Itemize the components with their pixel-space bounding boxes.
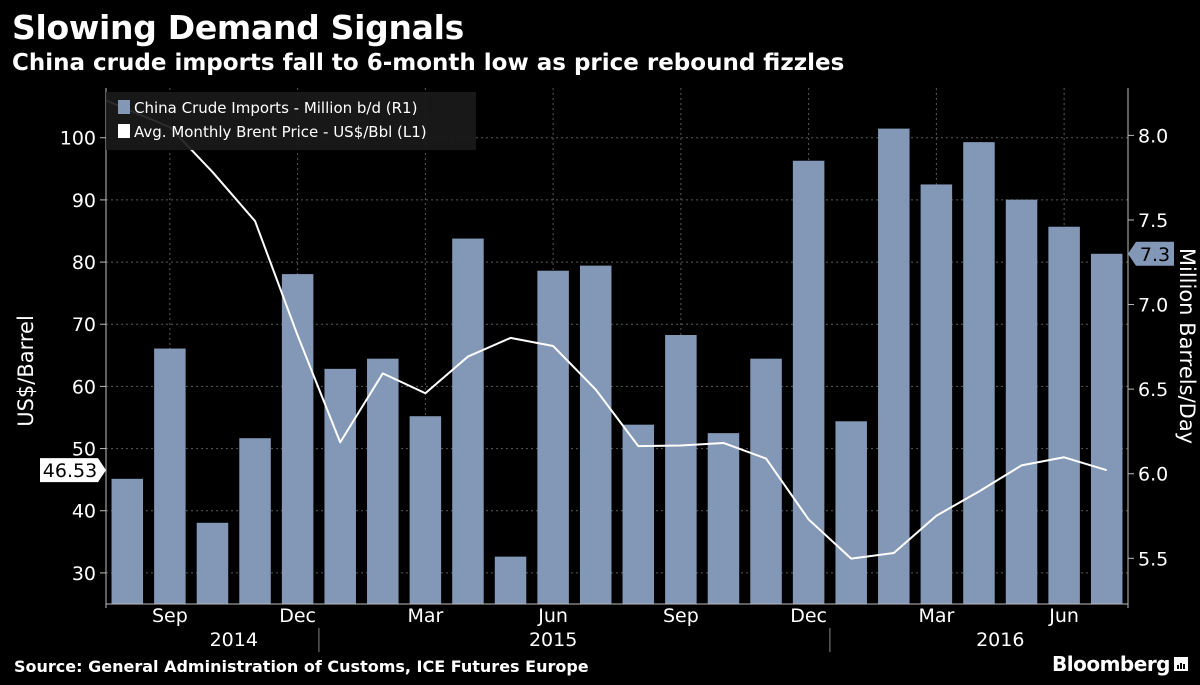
bar bbox=[835, 421, 867, 604]
bar bbox=[1005, 199, 1038, 605]
right-callout-label: 7.3 bbox=[1140, 244, 1170, 266]
bar bbox=[1090, 253, 1123, 604]
bar bbox=[792, 160, 825, 604]
price-line bbox=[105, 99, 1107, 560]
bar bbox=[579, 265, 612, 604]
brand-name: Bloomberg bbox=[1052, 652, 1170, 676]
left-tick-label: 100 bbox=[60, 128, 96, 150]
x-year-label: 2014 bbox=[210, 629, 258, 651]
legend-swatch-brent bbox=[118, 124, 130, 138]
brand-logo: Bloomberg bbox=[1052, 652, 1188, 676]
bar bbox=[494, 556, 527, 604]
legend-label-imports: China Crude Imports - Million b/d (R1) bbox=[134, 99, 417, 117]
x-tick-label: Jun bbox=[537, 605, 568, 627]
bar bbox=[963, 142, 995, 605]
left-axis-title: US$/Barrel bbox=[14, 315, 38, 427]
bar bbox=[707, 433, 740, 604]
right-tick-label: 7.0 bbox=[1138, 295, 1168, 317]
right-tick-label: 6.5 bbox=[1138, 379, 1168, 401]
x-year-label: 2015 bbox=[529, 629, 577, 651]
bar bbox=[324, 368, 356, 604]
bar bbox=[367, 358, 399, 604]
bar bbox=[452, 238, 484, 604]
bar bbox=[878, 128, 910, 604]
left-tick-label: 60 bbox=[72, 376, 96, 398]
left-tick-label: 70 bbox=[72, 314, 96, 336]
bar bbox=[622, 424, 655, 604]
left-tick-label: 30 bbox=[72, 563, 96, 585]
bar bbox=[409, 416, 442, 604]
chart-subtitle: China crude imports fall to 6-month low … bbox=[12, 50, 845, 76]
bar bbox=[196, 522, 229, 604]
source-note: Source: General Administration of Custom… bbox=[14, 657, 589, 676]
left-tick-label: 90 bbox=[72, 190, 96, 212]
x-tick-label: Jun bbox=[1048, 605, 1079, 627]
left-callout-label: 46.53 bbox=[43, 460, 97, 482]
bar bbox=[281, 274, 314, 604]
bar bbox=[111, 478, 144, 604]
chart-title: Slowing Demand Signals bbox=[12, 8, 465, 47]
legend-label-brent: Avg. Monthly Brent Price - US$/Bbl (L1) bbox=[134, 123, 427, 141]
left-callout-box bbox=[40, 458, 106, 483]
legend-box bbox=[106, 92, 476, 150]
right-tick-label: 7.5 bbox=[1138, 210, 1168, 232]
left-tick-label: 40 bbox=[72, 501, 96, 523]
right-tick-label: 5.5 bbox=[1138, 548, 1168, 570]
x-tick-label: Dec bbox=[279, 605, 316, 627]
right-tick-label: 6.0 bbox=[1138, 464, 1168, 486]
x-tick-label: Mar bbox=[918, 605, 954, 627]
x-tick-label: Dec bbox=[790, 605, 827, 627]
bar bbox=[239, 438, 271, 604]
right-tick-label: 8.0 bbox=[1138, 125, 1168, 147]
x-tick-label: Sep bbox=[152, 605, 188, 627]
bar bbox=[1048, 226, 1080, 604]
bar bbox=[537, 270, 569, 604]
bar bbox=[920, 184, 953, 604]
bar bbox=[750, 358, 782, 604]
bloomberg-chart-icon bbox=[1174, 657, 1188, 671]
bar bbox=[154, 348, 186, 604]
x-year-label: 2016 bbox=[976, 629, 1024, 651]
legend-swatch-imports bbox=[118, 100, 130, 114]
right-axis-title: Million Barrels/Day bbox=[1175, 248, 1199, 444]
left-tick-label: 50 bbox=[72, 439, 96, 461]
right-callout-box bbox=[1128, 241, 1174, 266]
bar bbox=[665, 335, 697, 604]
x-tick-label: Mar bbox=[407, 605, 443, 627]
x-tick-label: Sep bbox=[663, 605, 699, 627]
left-tick-label: 80 bbox=[72, 252, 96, 274]
